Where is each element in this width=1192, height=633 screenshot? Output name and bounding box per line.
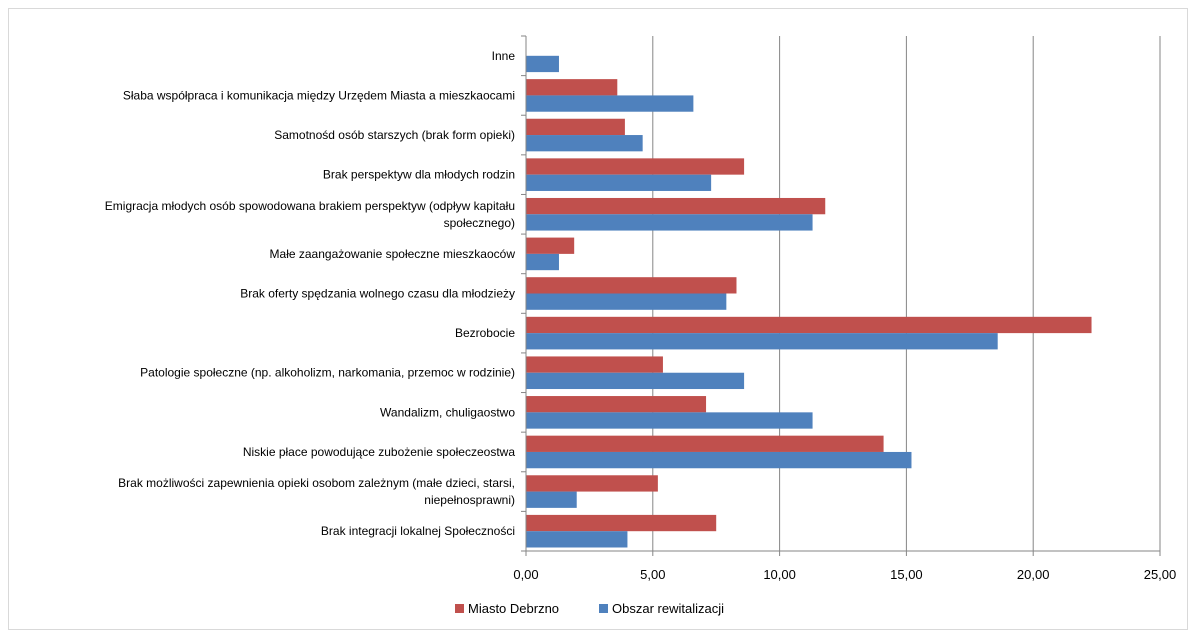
- category-label: niepełnosprawni): [424, 493, 515, 507]
- bar-miasto-debrzno: [526, 237, 575, 254]
- bar-obszar-rewitalizacji: [526, 95, 694, 112]
- category-label: Samotnośd osób starszych (brak form opie…: [274, 128, 515, 142]
- bar-obszar-rewitalizacji: [526, 531, 628, 548]
- bar-miasto-debrzno: [526, 435, 884, 452]
- category-label: Niskie płace powodujące zubożenie społec…: [243, 445, 515, 459]
- bar-obszar-rewitalizacji: [526, 451, 912, 469]
- bar-obszar-rewitalizacji: [526, 135, 643, 152]
- category-label: Brak oferty spędzania wolnego czasu dla …: [240, 287, 515, 301]
- x-tick-label: 5,00: [640, 567, 665, 582]
- bar-miasto-debrzno: [526, 396, 707, 413]
- bar-obszar-rewitalizacji: [526, 372, 745, 390]
- category-labels: Inne Słaba współpraca i komunikacja międz…: [105, 49, 516, 538]
- bar-miasto-debrzno: [526, 316, 1092, 334]
- category-label: Brak perspektyw dla młodych rodzin: [323, 168, 515, 182]
- legend-swatch: [599, 604, 608, 613]
- category-label: Słaba współpraca i komunikacja między Ur…: [123, 88, 515, 102]
- x-tick-label: 0,00: [513, 567, 538, 582]
- bar-obszar-rewitalizacji: [526, 412, 813, 429]
- bar-miasto-debrzno: [526, 277, 737, 294]
- bar-miasto-debrzno: [526, 118, 625, 136]
- axes: [521, 35, 1161, 556]
- bar-obszar-rewitalizacji: [526, 333, 998, 350]
- category-label: Emigracja młodych osób spowodowana braki…: [105, 199, 515, 213]
- bar-obszar-rewitalizacji: [526, 491, 577, 508]
- bar-obszar-rewitalizacji: [526, 55, 559, 73]
- x-tick-label: 20,00: [1017, 567, 1050, 582]
- bar-obszar-rewitalizacji: [526, 253, 559, 271]
- bar-obszar-rewitalizacji: [526, 214, 813, 231]
- x-tick-labels: 0,00 5,00 10,00 15,00 20,00 25,00: [513, 567, 1176, 582]
- bar-miasto-debrzno: [526, 514, 717, 532]
- x-tick-label: 15,00: [890, 567, 923, 582]
- legend-label: Obszar rewitalizacji: [612, 601, 724, 616]
- bar-miasto-debrzno: [526, 356, 663, 373]
- category-label: Brak możliwości zapewnienia opieki osobo…: [118, 476, 515, 490]
- x-tick-label: 10,00: [763, 567, 796, 582]
- legend-label: Miasto Debrzno: [468, 601, 559, 616]
- bars: [526, 55, 1092, 548]
- legend: Miasto Debrzno Obszar rewitalizacji: [455, 601, 724, 616]
- category-label: Patologie społeczne (np. alkoholizm, nar…: [140, 366, 515, 380]
- category-label: Małe zaangażowanie społeczne mieszkaoców: [270, 247, 516, 261]
- x-tick-label: 25,00: [1144, 567, 1177, 582]
- legend-swatch: [455, 604, 464, 613]
- bar-miasto-debrzno: [526, 79, 618, 96]
- category-label: Wandalizm, chuligaostwo: [380, 405, 515, 419]
- bar-miasto-debrzno: [526, 158, 745, 175]
- bar-obszar-rewitalizacji: [526, 293, 727, 310]
- category-label: społecznego): [444, 216, 515, 230]
- category-label: Inne: [492, 49, 516, 63]
- category-label: Brak integracji lokalnej Społeczności: [321, 524, 515, 538]
- bar-obszar-rewitalizacji: [526, 174, 712, 191]
- category-label: Bezrobocie: [455, 326, 515, 340]
- bar-miasto-debrzno: [526, 475, 658, 492]
- bar-miasto-debrzno: [526, 197, 826, 215]
